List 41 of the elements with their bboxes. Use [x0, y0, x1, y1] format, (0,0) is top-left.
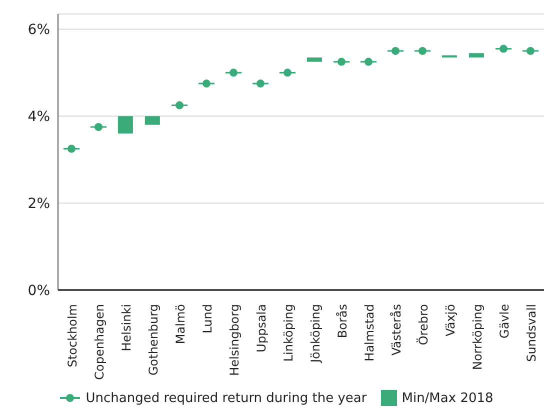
x-tick-label: Uppsala — [254, 304, 268, 352]
x-tick-label: Halmstad — [362, 304, 376, 362]
x-tick-label: Gothenburg — [146, 304, 160, 376]
bar — [118, 116, 133, 134]
point — [202, 80, 210, 88]
point — [500, 44, 508, 53]
x-tick-label: Jönköping — [308, 304, 322, 364]
y-tick-label: 6% — [28, 22, 50, 38]
y-tick-label: 4% — [28, 109, 50, 126]
bar — [468, 53, 484, 58]
bar — [306, 57, 322, 62]
x-tick-label: Malmö — [174, 304, 188, 344]
x-tick-label: Borås — [336, 304, 350, 338]
x-tick-label: Västerås — [390, 304, 404, 356]
x-tick-label: Sundsvall — [524, 304, 538, 362]
point — [256, 80, 264, 88]
point — [392, 46, 400, 55]
y-tick-label: 0% — [28, 282, 50, 299]
y-tick-label: 2% — [28, 196, 50, 212]
point — [418, 46, 426, 55]
x-tick-label: Gävle — [498, 304, 512, 338]
x-tick-label: Copenhagen — [92, 304, 106, 380]
legend-label: Unchanged required return during the year — [86, 390, 367, 406]
bar — [144, 116, 160, 125]
x-tick-label: Helsinki — [120, 304, 134, 352]
point — [284, 68, 292, 77]
legend-label: Min/Max 2018 — [402, 390, 494, 406]
point — [68, 144, 76, 153]
point — [230, 68, 238, 77]
x-tick-label: Lund — [200, 304, 214, 334]
x-tick-label: Linköping — [282, 304, 296, 362]
x-tick-label: Örebro — [416, 304, 430, 346]
point — [338, 58, 346, 66]
x-tick-label: Stockholm — [66, 304, 80, 368]
point — [94, 123, 102, 131]
x-tick-label: Växjö — [444, 304, 458, 336]
x-tick-label: Norrköping — [470, 304, 484, 370]
point — [364, 58, 372, 66]
point — [176, 101, 184, 110]
x-tick-label: Helsingborg — [228, 304, 242, 376]
point — [526, 46, 534, 55]
